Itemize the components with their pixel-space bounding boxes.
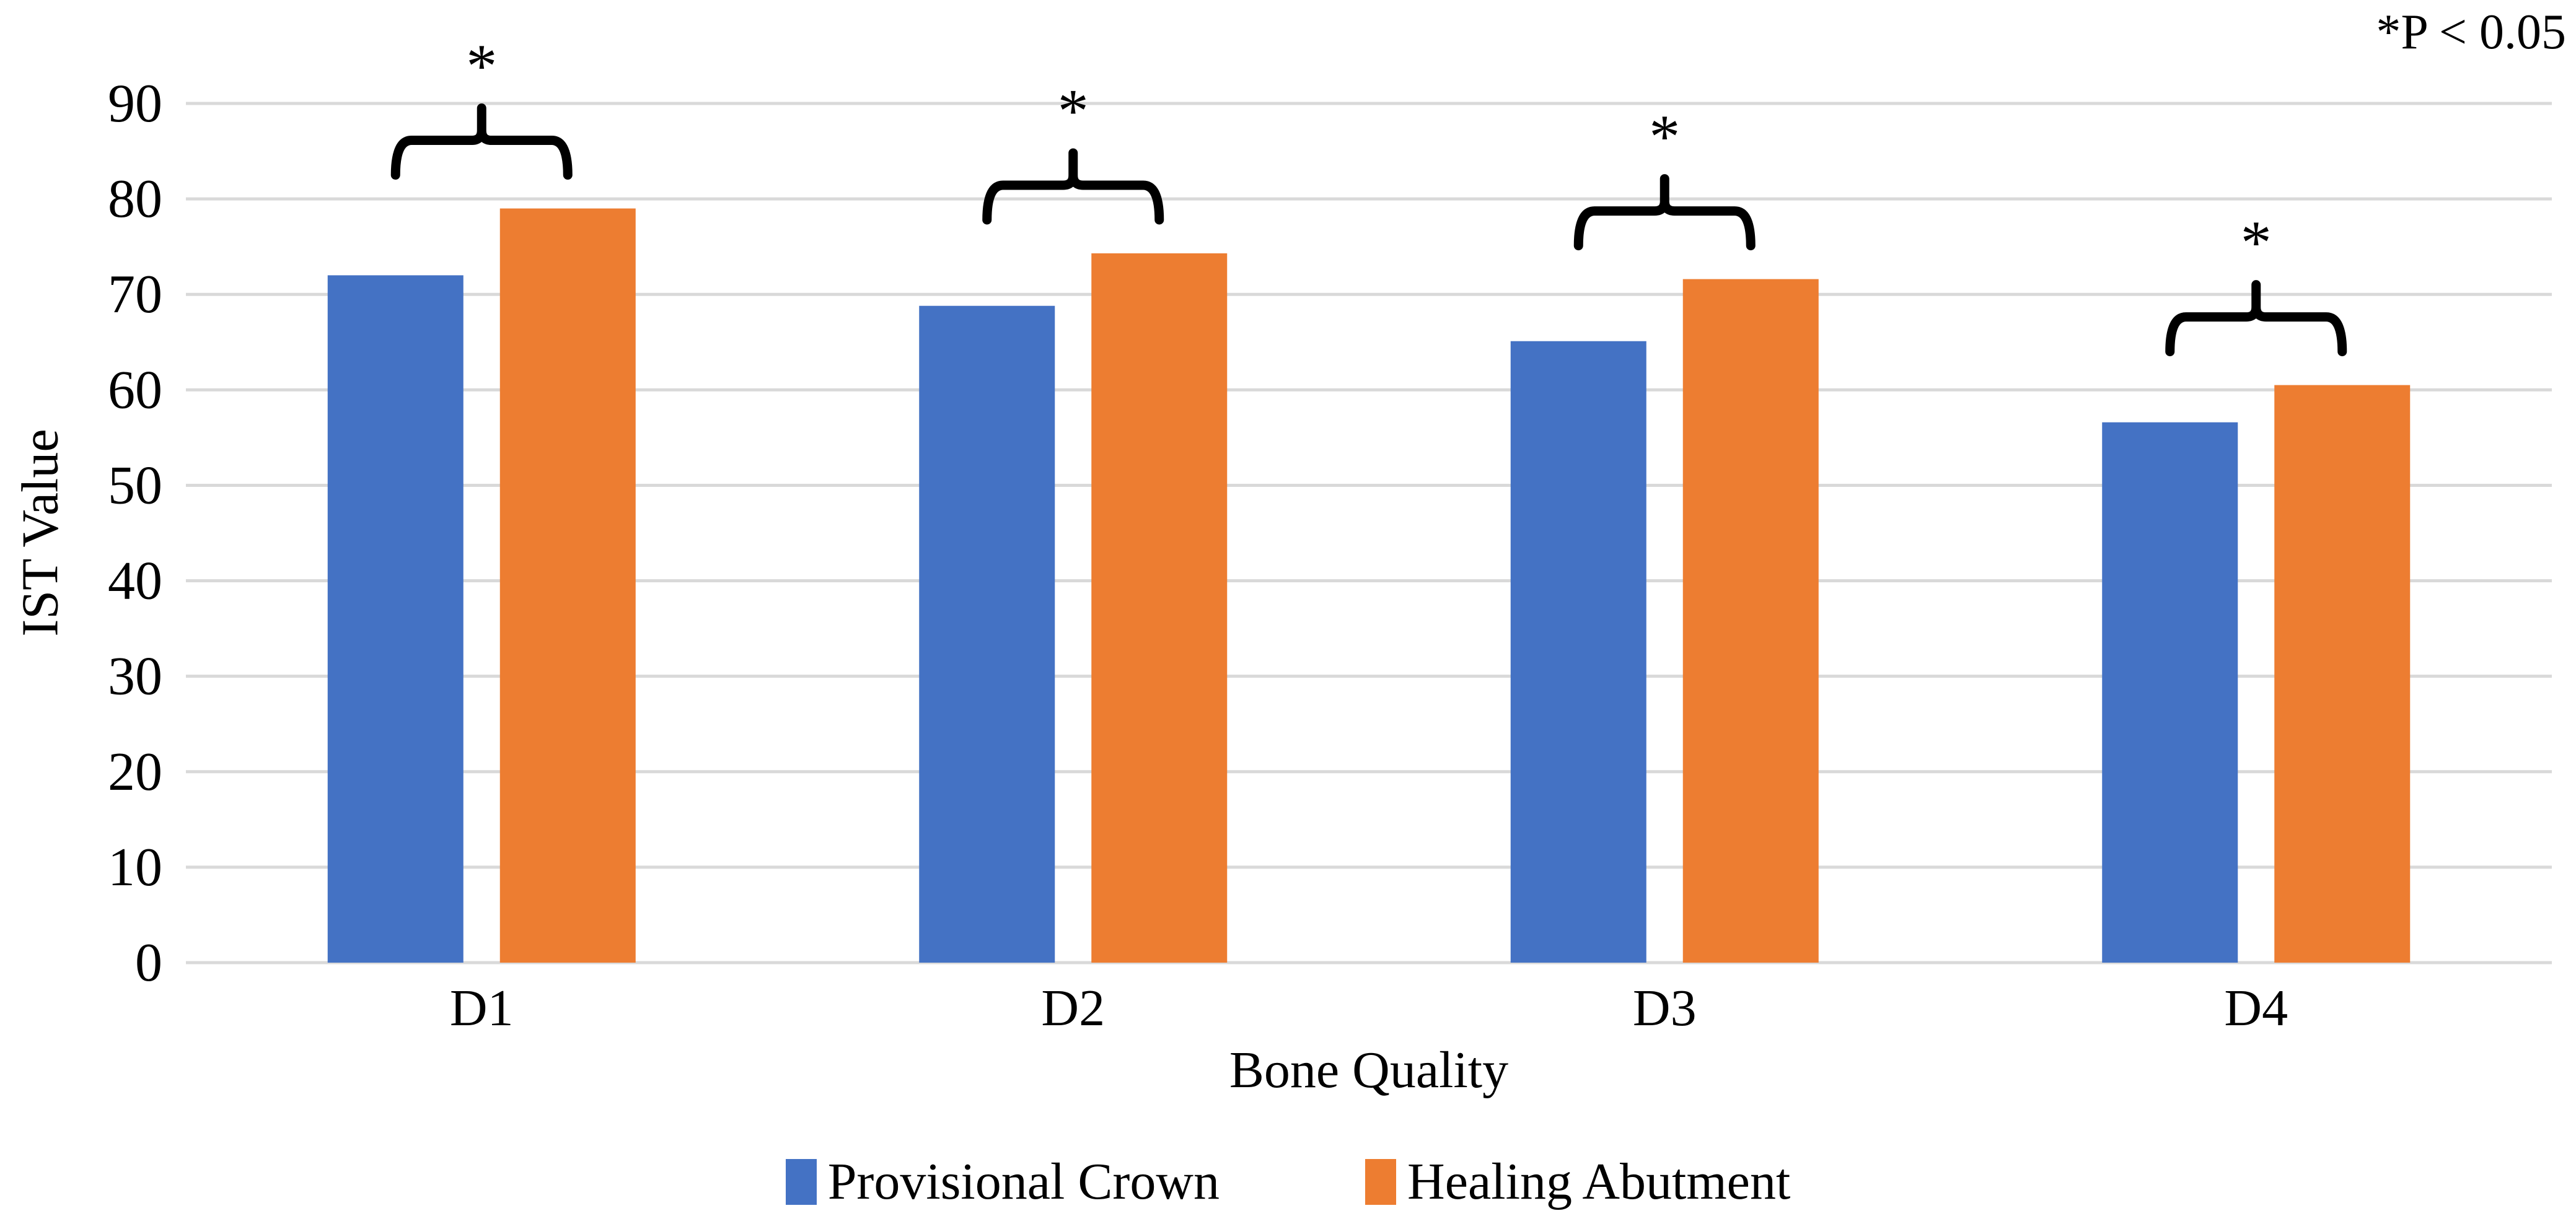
y-tick-label-10: 10 [108, 838, 162, 898]
bar-D4-provisional-crown [2102, 422, 2238, 963]
bar-D1-provisional-crown [327, 275, 464, 963]
y-tick-label-90: 90 [108, 74, 162, 134]
legend: Provisional Crown Healing Abutment [0, 1156, 2576, 1208]
y-tick-label-40: 40 [108, 551, 162, 611]
x-category-label-D2: D2 [1041, 979, 1105, 1037]
legend-swatch-provisional-crown [785, 1159, 817, 1205]
y-tick-label-20: 20 [108, 742, 162, 802]
x-category-label-D1: D1 [450, 979, 514, 1037]
legend-item-provisional-crown: Provisional Crown [785, 1153, 1220, 1210]
significance-bracket-D1 [390, 103, 573, 180]
y-tick-label-50: 50 [108, 455, 162, 515]
significance-asterisk-D4: * [2241, 208, 2272, 277]
bar-D3-healing-abutment [1682, 279, 1819, 963]
x-category-label-D4: D4 [2224, 979, 2288, 1037]
x-axis-title: Bone Quality [1229, 1041, 1509, 1099]
y-tick-label-30: 30 [108, 647, 162, 707]
y-tick-label-70: 70 [108, 265, 162, 325]
p-value-note: *P < 0.05 [2376, 5, 2566, 59]
y-tick-label-80: 80 [108, 169, 162, 229]
legend-label-healing-abutment: Healing Abutment [1407, 1153, 1791, 1210]
bar-D3-provisional-crown [1510, 341, 1646, 963]
bar-D2-provisional-crown [919, 305, 1055, 963]
bar-D1-healing-abutment [499, 208, 636, 963]
bar-D4-healing-abutment [2274, 385, 2411, 963]
significance-asterisk-D3: * [1649, 102, 1680, 171]
significance-bracket-D2 [982, 148, 1164, 225]
legend-label-provisional-crown: Provisional Crown [827, 1153, 1220, 1210]
bar-D2-healing-abutment [1091, 253, 1228, 963]
y-axis-title: IST Value [11, 429, 69, 637]
x-category-label-D3: D3 [1633, 979, 1697, 1037]
y-tick-label-0: 0 [135, 933, 162, 993]
legend-item-healing-abutment: Healing Abutment [1365, 1156, 1790, 1208]
y-tick-label-60: 60 [108, 360, 162, 420]
significance-bracket-D4 [2165, 280, 2347, 357]
significance-asterisk-D1: * [466, 32, 497, 100]
significance-asterisk-D2: * [1058, 76, 1089, 145]
significance-bracket-D3 [1573, 174, 1756, 251]
legend-swatch-healing-abutment [1365, 1159, 1397, 1205]
